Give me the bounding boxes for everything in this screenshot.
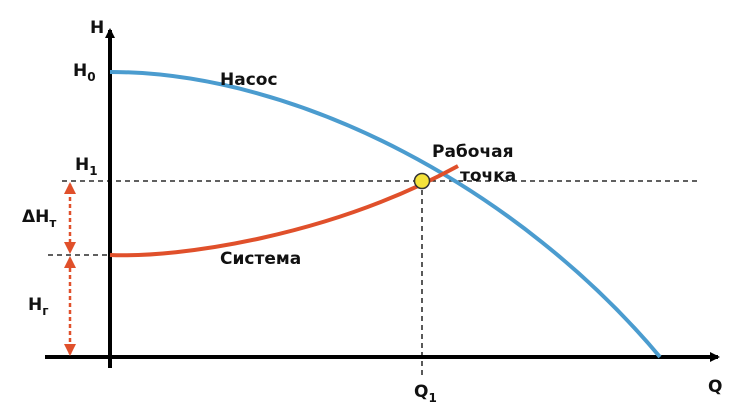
h0-sub: 0 [87,70,95,84]
h1-sub: 1 [89,164,97,178]
h0-main: H [73,61,87,81]
system-curve [109,164,459,258]
system-label: Система [220,249,301,269]
hg-sub: г [42,304,48,318]
h0-label: H0 [73,61,96,84]
guides [48,180,700,378]
hg-main: H [28,295,42,315]
operating-point-line1: Рабочая [432,142,514,162]
q1-sub: 1 [428,391,436,405]
pump-curve [109,70,662,359]
q1-main: Q [414,382,428,402]
x-axis-label: Q [708,377,722,397]
operating-point-line2: точка [460,166,516,186]
delta-ht-sub: т [49,216,56,230]
h1-main: H [75,155,89,175]
delta-ht-main: ΔH [22,207,49,227]
hg-label: Hг [28,295,49,318]
h1-label: H1 [75,155,98,178]
delta-ht-label: ΔHт [22,207,56,230]
operating-point [413,172,431,190]
q1-label: Q1 [414,382,437,405]
y-axis-label: H [90,18,104,38]
pump-label: Насос [220,70,278,90]
